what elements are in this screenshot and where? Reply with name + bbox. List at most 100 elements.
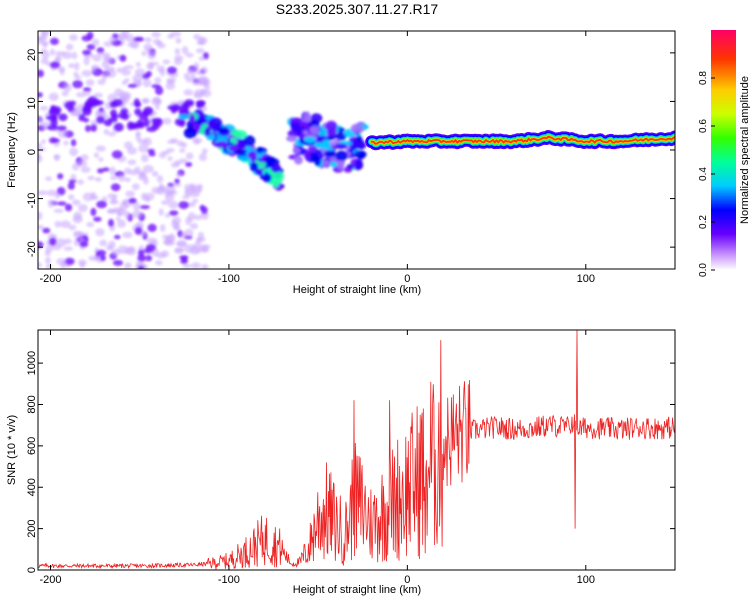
noise-blob <box>40 48 48 54</box>
x-tick-label: 100 <box>577 574 595 586</box>
noise-blob <box>134 226 143 235</box>
noise-band-blob <box>134 108 142 116</box>
noise-blob <box>38 241 44 249</box>
noise-blob <box>195 70 203 75</box>
colorbar-ticks: 0.0 0.2 0.4 0.6 0.8 <box>698 71 715 277</box>
snr-x-label: Height of straight line (km) <box>293 584 421 596</box>
noise-blob <box>55 51 66 56</box>
noise-blob <box>179 148 186 153</box>
noise-blob <box>191 137 203 144</box>
mid-signal-blob <box>335 132 347 141</box>
noise-blob <box>69 110 81 117</box>
noise-band-blob <box>78 113 86 122</box>
noise-blob <box>72 51 78 60</box>
noise-blob <box>184 187 190 197</box>
x-tick-label: -100 <box>218 273 240 285</box>
mid-signal-blob <box>322 160 331 167</box>
noise-blob <box>133 202 141 211</box>
descending-signal-blob <box>208 117 223 128</box>
carrier-layer-5 <box>370 135 675 145</box>
noise-blob <box>68 63 75 69</box>
descending-signal-blob <box>228 145 239 152</box>
noise-blob <box>151 84 161 89</box>
noise-blob <box>147 223 157 232</box>
noise-blob <box>137 173 148 181</box>
spectrogram-y-label: Frequency (Hz) <box>6 112 18 188</box>
noise-blob <box>167 66 177 75</box>
noise-blob <box>198 56 205 61</box>
noise-blob <box>77 179 84 185</box>
noise-blob <box>158 183 164 192</box>
noise-blob <box>117 174 126 182</box>
noise-blob <box>124 65 134 70</box>
noise-blob <box>122 200 130 205</box>
noise-blob <box>72 80 83 89</box>
noise-blob <box>142 78 152 88</box>
colorbar-tick-label: 0.8 <box>698 71 709 85</box>
noise-blob <box>108 240 116 249</box>
x-tick-label: 100 <box>577 273 595 285</box>
noise-blob <box>154 77 162 84</box>
noise-blob <box>63 83 72 92</box>
noise-blob <box>154 105 160 110</box>
noise-blob <box>132 74 143 83</box>
mid-signal-blob <box>355 158 363 169</box>
noise-blob <box>198 81 209 86</box>
noise-blob <box>127 83 138 88</box>
noise-blob <box>93 216 102 222</box>
noise-blob <box>78 259 87 266</box>
noise-band-blob <box>58 113 68 122</box>
noise-blob <box>174 178 180 184</box>
noise-blob <box>141 50 147 57</box>
noise-blob <box>57 125 67 131</box>
noise-blob <box>142 164 154 173</box>
noise-blob <box>85 125 91 132</box>
noise-blob <box>102 167 110 172</box>
noise-blob <box>139 205 150 210</box>
noise-blob <box>165 81 176 90</box>
noise-blob <box>109 166 116 176</box>
mid-signal-blob <box>356 135 363 143</box>
colorbar-tick-label: 0.2 <box>698 215 709 229</box>
noise-blob <box>151 186 161 194</box>
noise-blob <box>143 43 153 52</box>
noise-blob <box>90 207 97 217</box>
noise-blob <box>69 147 78 157</box>
x-tick-label: -200 <box>39 273 61 285</box>
noise-blob <box>101 60 110 69</box>
noise-blob <box>72 199 81 206</box>
noise-blob <box>127 247 137 256</box>
noise-blob <box>181 256 188 262</box>
noise-blob <box>80 166 91 173</box>
mid-signal-blob <box>303 111 311 123</box>
noise-blob <box>41 31 48 38</box>
noise-blob <box>38 190 48 196</box>
colorbar-gradient <box>711 30 736 270</box>
noise-blob <box>194 214 203 220</box>
noise-blob <box>153 96 161 104</box>
noise-blob <box>181 46 189 55</box>
mid-signal-blob <box>343 166 353 173</box>
spectrogram-y-ticks: -20 -10 0 10 20 <box>26 49 675 257</box>
mid-signal-blob <box>289 117 303 123</box>
chart-title: S233.2025.307.11.27.R17 <box>276 1 439 17</box>
noise-blob <box>161 234 169 239</box>
noise-blob <box>82 87 92 92</box>
noise-band-blob <box>96 115 105 124</box>
descending-signal-blob <box>230 137 238 145</box>
noise-blob <box>41 41 49 46</box>
noise-blob <box>185 152 194 160</box>
noise-blob <box>140 154 149 163</box>
noise-blob <box>190 201 196 207</box>
noise-blob <box>65 43 74 51</box>
noise-blob <box>73 71 79 77</box>
descending-signal-blob <box>263 172 272 183</box>
y-tick-label: 0 <box>26 567 38 573</box>
noise-blob <box>141 98 150 104</box>
noise-blob <box>175 37 182 44</box>
descending-signal-blob <box>264 156 276 164</box>
noise-blob <box>198 153 207 162</box>
descending-signal-blob <box>270 163 281 173</box>
y-tick-label: 1000 <box>26 351 38 375</box>
